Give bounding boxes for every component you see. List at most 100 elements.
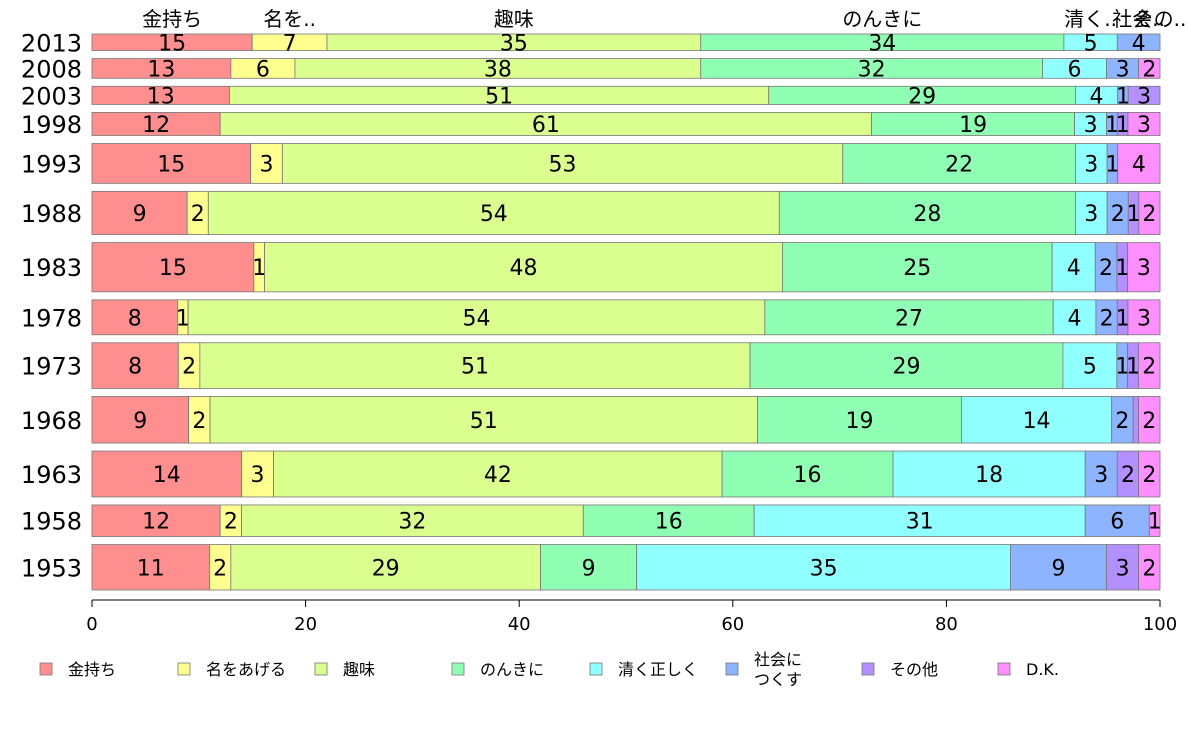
data-label: 11 xyxy=(137,556,165,581)
bar-segment xyxy=(230,544,541,591)
bar-segment xyxy=(778,190,1076,235)
data-label: 3 xyxy=(1084,202,1098,227)
data-label: 2 xyxy=(1115,409,1129,434)
data-label: 2 xyxy=(224,510,238,535)
data-label: 3 xyxy=(1137,84,1151,109)
legend-label-line: 社会に xyxy=(754,650,802,669)
data-label: 3 xyxy=(1137,306,1151,331)
data-label: 3 xyxy=(251,463,265,488)
bar-segment xyxy=(1148,504,1161,537)
data-label: 12 xyxy=(142,113,170,138)
bar-segment xyxy=(1116,33,1161,51)
data-label: 3 xyxy=(1116,556,1130,581)
year-tick-label: 1958 xyxy=(21,508,82,536)
bar-segment xyxy=(1084,504,1150,537)
data-label: 28 xyxy=(913,202,941,227)
x-tick-label: 60 xyxy=(721,614,744,635)
year-tick-label: 1978 xyxy=(21,304,82,332)
data-label: 3 xyxy=(1084,113,1098,138)
data-label: 2 xyxy=(1111,202,1125,227)
data-label: 1 xyxy=(1148,510,1162,535)
series-top-label: 社会.. xyxy=(1112,7,1165,31)
data-label: 35 xyxy=(810,556,838,581)
data-label: 8 xyxy=(128,355,142,380)
data-label: 1 xyxy=(1116,84,1130,109)
bar-segment xyxy=(1127,299,1161,336)
series-top-label: 清く.. xyxy=(1064,7,1117,31)
bar-segment xyxy=(892,450,1086,498)
bar-segment xyxy=(1052,299,1097,336)
data-label: 4 xyxy=(1132,31,1146,56)
bar-segment xyxy=(961,396,1113,444)
data-label: 2 xyxy=(1100,306,1114,331)
year-tick-label: 2003 xyxy=(21,82,82,110)
year-tick-label: 1998 xyxy=(21,111,82,139)
bar-segment xyxy=(1127,112,1161,136)
legend-swatch xyxy=(39,662,53,676)
data-label: 22 xyxy=(945,152,973,177)
bar-segment xyxy=(1106,544,1140,591)
bar-segment xyxy=(1062,342,1118,389)
bar-segment xyxy=(1138,58,1161,79)
year-tick-label: 1953 xyxy=(21,554,82,582)
bar-segment xyxy=(91,190,188,235)
bar-segment xyxy=(721,450,894,498)
bar-segment xyxy=(749,342,1064,389)
legend-swatch xyxy=(314,662,328,676)
data-label: 54 xyxy=(462,306,490,331)
series-top-label: のんきに xyxy=(842,7,922,31)
bar-segment xyxy=(241,450,274,498)
bar-segment xyxy=(273,450,723,498)
x-tick-label: 100 xyxy=(1143,614,1177,635)
data-label: 15 xyxy=(158,31,186,56)
data-label: 4 xyxy=(1068,306,1082,331)
data-label: 51 xyxy=(461,355,489,380)
data-label: 1 xyxy=(1115,256,1129,281)
data-label: 18 xyxy=(975,463,1003,488)
series-top-label: 名を.. xyxy=(263,7,316,31)
bar-segment xyxy=(207,190,780,235)
bar-segment xyxy=(753,504,1086,537)
data-label: 6 xyxy=(1068,57,1082,82)
data-label: 51 xyxy=(470,409,498,434)
x-tick-label: 40 xyxy=(508,614,531,635)
data-label: 3 xyxy=(1084,152,1098,177)
x-tick-label: 0 xyxy=(86,614,97,635)
data-label: 61 xyxy=(532,113,560,138)
legend-swatch xyxy=(861,662,875,676)
bar-segment xyxy=(91,544,210,591)
x-tick-label: 20 xyxy=(294,614,317,635)
data-label: 3 xyxy=(1137,113,1151,138)
data-label: 19 xyxy=(845,409,873,434)
data-label: 1 xyxy=(176,306,190,331)
data-label: 15 xyxy=(157,152,185,177)
data-label: 2 xyxy=(213,556,227,581)
data-label: 1 xyxy=(1115,355,1129,380)
legend-label: 清く正しく xyxy=(618,660,698,679)
year-tick-label: 2008 xyxy=(21,55,82,83)
data-label: 2 xyxy=(1142,355,1156,380)
bar-segment xyxy=(1138,450,1161,498)
bar-segment xyxy=(1051,242,1096,293)
legend-swatch xyxy=(997,662,1011,676)
data-label: 4 xyxy=(1067,256,1081,281)
data-label: 34 xyxy=(868,31,896,56)
data-label: 32 xyxy=(858,57,886,82)
year-tick-label: 2013 xyxy=(21,29,82,57)
data-label: 7 xyxy=(283,31,297,56)
data-label: 13 xyxy=(147,84,175,109)
bar-segment xyxy=(241,504,584,537)
bar-segment xyxy=(636,544,1011,591)
data-label: 32 xyxy=(398,510,426,535)
bar-segment xyxy=(757,396,962,444)
legend-label: 名をあげる xyxy=(206,660,286,679)
bar-segment xyxy=(540,544,638,591)
year-tick-label: 1968 xyxy=(21,407,82,435)
data-label: 29 xyxy=(892,355,920,380)
data-label: 1 xyxy=(1105,152,1119,177)
legend-label: その他 xyxy=(890,660,938,679)
data-label: 5 xyxy=(1083,355,1097,380)
bar-segment xyxy=(764,299,1054,336)
bar-segment xyxy=(1138,342,1161,389)
